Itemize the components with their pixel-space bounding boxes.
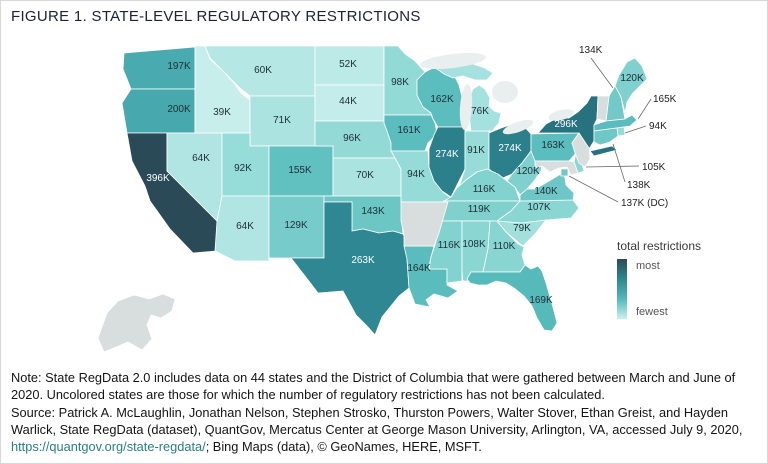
value-label-ri: 94K bbox=[649, 121, 667, 132]
lake-superior bbox=[420, 52, 486, 70]
value-label-ma: 165K bbox=[653, 94, 677, 105]
figure-caption: Note: State RegData 2.0 includes data on… bbox=[11, 369, 759, 455]
state-maine bbox=[614, 57, 648, 114]
state-florida bbox=[466, 264, 558, 332]
map-legend: total restrictions most fewest bbox=[617, 239, 701, 319]
lake-huron bbox=[492, 81, 518, 103]
state-arkansas bbox=[400, 201, 449, 247]
value-label-in: 91K bbox=[467, 145, 485, 156]
lake-ontario bbox=[548, 109, 574, 121]
value-label-nc: 107K bbox=[527, 202, 551, 213]
value-label-ga: 110K bbox=[493, 241, 516, 252]
value-label-ia: 161K bbox=[397, 125, 421, 136]
value-label-ca: 396K bbox=[146, 173, 170, 184]
value-label-al: 108K bbox=[462, 239, 486, 250]
value-label-nh: 134K bbox=[579, 45, 603, 56]
leader-line-ma bbox=[637, 98, 652, 120]
value-label-mo: 94K bbox=[407, 169, 425, 180]
state-texas bbox=[290, 201, 410, 336]
legend-title: total restrictions bbox=[617, 239, 702, 253]
figure-title: FIGURE 1. STATE-LEVEL REGULATORY RESTRIC… bbox=[11, 8, 421, 25]
leader-line-dc bbox=[568, 175, 619, 203]
state-connecticut bbox=[593, 127, 619, 146]
value-label-ct: 138K bbox=[627, 180, 651, 191]
state-maryland bbox=[534, 160, 579, 176]
value-label-tn: 119K bbox=[468, 204, 491, 215]
value-label-ut: 92K bbox=[234, 163, 252, 174]
state-district-of-columbia bbox=[560, 168, 569, 177]
value-label-ky: 116K bbox=[473, 184, 496, 195]
value-label-me: 120K bbox=[620, 73, 644, 84]
value-label-de: 105K bbox=[642, 162, 666, 173]
value-label-dc: 137K (DC) bbox=[621, 198, 668, 209]
value-label-tx: 263K bbox=[351, 255, 375, 266]
lake-michigan bbox=[459, 84, 473, 130]
value-label-mi: 76K bbox=[471, 106, 489, 117]
value-label-sc: 79K bbox=[513, 223, 531, 234]
value-label-pa: 163K bbox=[541, 140, 565, 151]
leader-line-ct bbox=[612, 143, 626, 183]
leader-line-ri bbox=[624, 125, 647, 134]
source-suffix: ; Bing Maps (data), © GeoNames, HERE, MS… bbox=[205, 439, 482, 455]
value-label-ny: 296K bbox=[554, 119, 578, 130]
value-label-ne: 96K bbox=[343, 133, 361, 144]
state-new-jersey bbox=[571, 132, 591, 168]
legend-fewest-label: fewest bbox=[636, 306, 668, 318]
leader-line-nh bbox=[590, 57, 614, 89]
value-label-il: 274K bbox=[435, 149, 459, 160]
value-label-wa: 197K bbox=[167, 61, 191, 72]
value-label-nv: 64K bbox=[192, 153, 210, 164]
state-vermont bbox=[596, 95, 610, 122]
value-label-ms: 116K bbox=[438, 240, 461, 251]
source-url-link[interactable]: https://quantgov.org/state-regdata/ bbox=[11, 439, 206, 455]
source-prefix: Source: Patrick A. McLaughlin, Jonathan … bbox=[11, 404, 743, 437]
value-label-la: 164K bbox=[407, 263, 431, 274]
leader-line-de bbox=[585, 165, 640, 168]
state-alaska bbox=[97, 293, 176, 353]
value-label-fl: 169K bbox=[529, 295, 553, 306]
source-text: Source: Patrick A. McLaughlin, Jonathan … bbox=[11, 404, 759, 456]
value-label-id: 39K bbox=[213, 107, 231, 118]
value-label-va: 140K bbox=[534, 186, 558, 197]
value-label-nm: 129K bbox=[284, 220, 308, 231]
legend-most-label: most bbox=[636, 260, 660, 272]
value-label-mt: 60K bbox=[254, 65, 272, 76]
value-label-ks: 70K bbox=[356, 170, 374, 181]
value-label-oh: 274K bbox=[498, 143, 522, 154]
value-label-nd: 52K bbox=[339, 59, 357, 70]
value-label-co: 155K bbox=[288, 165, 312, 176]
value-label-wi: 162K bbox=[430, 94, 454, 105]
value-label-wv: 120K bbox=[516, 166, 540, 177]
state-new-york-part2 bbox=[589, 145, 618, 157]
value-label-or: 200K bbox=[167, 104, 191, 115]
legend-gradient-bar bbox=[617, 259, 627, 319]
value-label-az: 64K bbox=[236, 221, 254, 232]
lake-erie bbox=[502, 119, 534, 135]
state-kentucky bbox=[442, 168, 521, 202]
value-label-sd: 44K bbox=[339, 96, 357, 107]
value-label-mn: 98K bbox=[391, 77, 409, 88]
value-label-ok: 143K bbox=[361, 206, 385, 217]
note-text: Note: State RegData 2.0 includes data on… bbox=[11, 370, 736, 403]
state-north-carolina bbox=[495, 199, 580, 224]
value-label-wy: 71K bbox=[273, 115, 291, 126]
